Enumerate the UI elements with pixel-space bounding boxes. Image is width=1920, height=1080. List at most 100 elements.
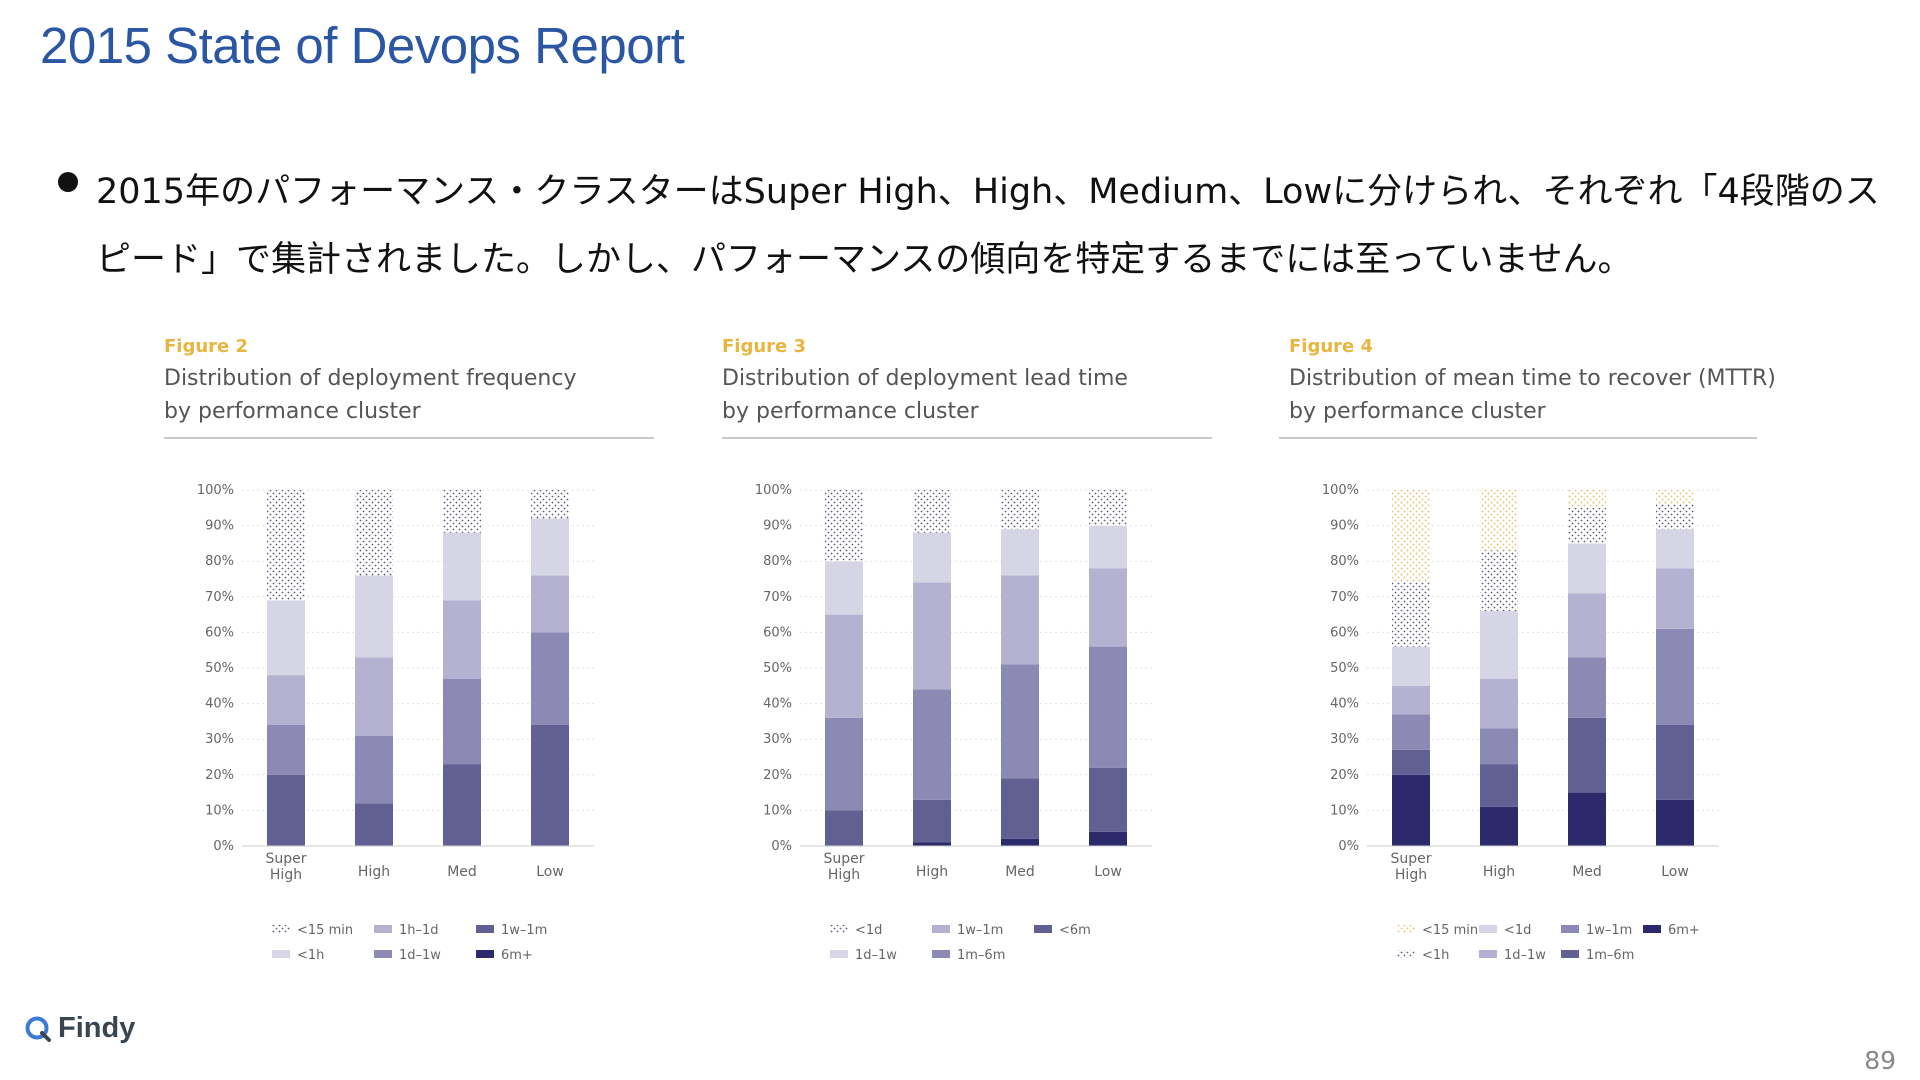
bar-segment-6m	[1480, 806, 1518, 846]
figure-label: Figure 4	[1289, 336, 1374, 357]
bar-segment-1h	[267, 600, 305, 676]
bar-segment-dots	[1089, 490, 1127, 526]
x-tick-label: Low	[1661, 864, 1689, 880]
y-tick-label: 60%	[205, 625, 234, 640]
legend-swatch-1d-1w	[374, 950, 392, 958]
slide-title: 2015 State of Devops Report	[40, 17, 685, 74]
bar-segment-1h-1d	[443, 600, 481, 679]
legend-label: <1h	[297, 948, 324, 963]
bar-segment-1h	[443, 532, 481, 601]
x-tick-label: Super High	[265, 851, 306, 883]
y-tick-label: 20%	[1330, 768, 1359, 783]
bar-segment-1h-1d	[531, 575, 569, 633]
bar-segment-dots	[913, 490, 951, 533]
bar-segment-1w-1m	[267, 774, 305, 846]
y-tick-label: 0%	[771, 839, 792, 854]
bar-segment-1d-1w	[531, 632, 569, 725]
bar-segment-1w-1m	[825, 717, 863, 811]
bar-segment-1d-1w	[355, 735, 393, 804]
legend-swatch-1h	[1397, 950, 1415, 958]
bar-segment-1w-1m	[1001, 664, 1039, 779]
x-tick-label: Super High	[823, 851, 864, 883]
bar-segment-1d	[1480, 611, 1518, 679]
bar-segment-1d	[825, 561, 863, 615]
legend-swatch-1w-1m	[932, 925, 950, 933]
y-tick-label: 70%	[1330, 590, 1359, 605]
bar-segment-1w-1m	[443, 764, 481, 846]
legend-label: 1w–1m	[501, 923, 547, 938]
legend-swatch-1w-1m	[1561, 925, 1579, 933]
logo-text: Findy	[58, 1012, 136, 1044]
bar-segment-1d-1w	[1392, 685, 1430, 715]
bar-segment-1d-1w	[913, 582, 951, 690]
x-tick-label: Med	[1005, 864, 1035, 880]
bar-segment-1w-1m	[1656, 628, 1694, 725]
bar-segment-1d	[1568, 543, 1606, 594]
y-tick-label: 10%	[763, 803, 792, 818]
legend-swatch-1d-1w	[1479, 950, 1497, 958]
page-number: 89	[1864, 1046, 1896, 1075]
y-tick-label: 70%	[205, 590, 234, 605]
bar-segment-1h	[1568, 507, 1606, 544]
deployment-frequency-chart: 0% 10% 20% 30% 40% 50% 60% 70% 80% 90% 100% Super Hi…	[197, 483, 594, 963]
bar-segment-1w-1m	[1568, 657, 1606, 718]
legend-label: 1w–1m	[1586, 923, 1632, 938]
y-tick-label: 30%	[205, 732, 234, 747]
bar-segment-15-min	[267, 490, 305, 601]
bar-segment-15-min	[531, 490, 569, 519]
bar-segment-1w-1m	[1089, 646, 1127, 768]
bar-segment-1d	[1001, 529, 1039, 576]
legend-swatch-1d	[1479, 925, 1497, 933]
legend-label: <15 min	[297, 923, 353, 938]
legend-label: <1h	[1422, 948, 1449, 963]
y-tick-label: 30%	[1330, 732, 1359, 747]
x-tick-label: Low	[536, 864, 564, 880]
y-tick-label: 0%	[1338, 839, 1359, 854]
x-tick-label: High	[1483, 864, 1515, 880]
y-tick-label: 90%	[1330, 519, 1359, 534]
y-tick-label: 50%	[763, 661, 792, 676]
y-tick-label: 100%	[197, 483, 234, 498]
bar-segment-6m	[1089, 831, 1127, 846]
figure-title-line-1: Distribution of mean time to recover (MT…	[1289, 366, 1776, 391]
bar-segment-1h	[531, 518, 569, 576]
figure-label: Figure 2	[164, 336, 249, 357]
y-tick-label: 50%	[1330, 661, 1359, 676]
y-tick-label: 70%	[763, 590, 792, 605]
bar-segment-6m	[1568, 792, 1606, 846]
legend-label: 1m–6m	[1586, 948, 1634, 963]
legend-swatch-1h-1d	[374, 925, 392, 933]
legend-label: 1d–1w	[399, 948, 441, 963]
figure-3: Figure 3 Distribution of deployment lead…	[722, 330, 1222, 980]
y-tick-label: 50%	[205, 661, 234, 676]
bullet-icon	[58, 172, 78, 192]
legend-swatch-1d-1w	[830, 950, 848, 958]
y-tick-label: 20%	[205, 768, 234, 783]
bar-segment-1d-1w	[443, 678, 481, 765]
legend-label: 1d–1w	[1504, 948, 1546, 963]
bar-segment-1d-1w	[267, 724, 305, 775]
x-tick-label: Med	[447, 864, 477, 880]
bar-segment-1d	[1656, 529, 1694, 569]
bar-segment-dots	[825, 490, 863, 562]
bar-segment-15-min	[1656, 490, 1694, 505]
figure-title: Distribution of deployment frequency by …	[164, 362, 576, 428]
y-tick-label: 90%	[205, 519, 234, 534]
bar-segment-1h	[1392, 582, 1430, 647]
legend-swatch-15-min	[272, 925, 290, 933]
bar-segment-1h	[1480, 550, 1518, 612]
bar-segment-1h-1d	[355, 657, 393, 736]
figure-divider	[722, 437, 1212, 439]
bar-segment-dots	[1001, 490, 1039, 530]
bar-segment-6m	[1001, 838, 1039, 846]
bar-segment-1d	[1089, 525, 1127, 569]
legend-swatch-1d	[830, 925, 848, 933]
bullet-text: 2015年のパフォーマンス・クラスターはSuper High、High、Medi…	[96, 172, 1880, 280]
legend-swatch-6m	[1643, 925, 1661, 933]
legend-label: <15 min	[1422, 923, 1478, 938]
y-tick-label: 80%	[1330, 554, 1359, 569]
legend-label: 1h–1d	[399, 923, 439, 938]
bar-segment-15-min	[1392, 490, 1430, 583]
x-tick-label: High	[916, 864, 948, 880]
figure-divider	[1279, 437, 1757, 439]
